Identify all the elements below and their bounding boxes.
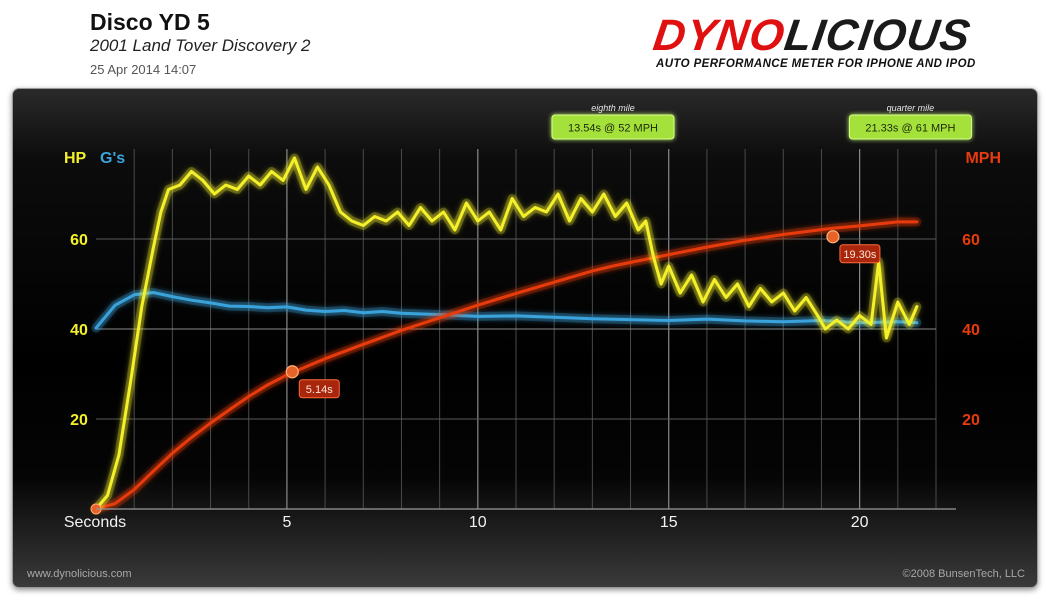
run-date: 25 Apr 2014 14:07 [90, 62, 197, 77]
y-tick-right: 60 [962, 232, 980, 249]
mph-marker-dot [285, 365, 299, 379]
y-tick-left: 20 [70, 412, 88, 429]
run-title: Disco YD 5 [90, 9, 210, 35]
series-line-mph [94, 220, 919, 511]
axes-layer: HP G's MPH 20 40 60 20 40 60 Seconds 5 10 15 20 [64, 150, 1001, 531]
mph-marker-badge [298, 379, 340, 399]
distance-value: 13.54s @ 52 MPH [568, 123, 658, 135]
y-tick-right: 40 [962, 322, 980, 339]
distance-badge [848, 114, 972, 140]
axis-label-hp: HP [64, 150, 87, 167]
distance-label: eighth mile [591, 103, 635, 113]
footer-website: www.dynolicious.com [27, 568, 132, 580]
mph-marker-dot [826, 230, 840, 244]
series-line-hp [94, 156, 919, 511]
mph-marker-label: 19.30s [843, 249, 877, 261]
y-tick-left: 60 [70, 232, 88, 249]
logo-dyno: DYNO [652, 11, 788, 60]
dynolicious-logo: DYNOLICIOUS AUTO PERFORMANCE METER FOR I… [652, 11, 976, 70]
axis-label-gs: G's [100, 150, 125, 167]
distance-lines: 13.54s @ 52 MPH eighth mile 21.33s @ 61 MP… [551, 103, 972, 509]
x-axis-label: Seconds [64, 514, 126, 531]
logo-tagline: AUTO PERFORMANCE METER FOR IPHONE AND IP… [655, 58, 976, 70]
y-tick-right: 20 [962, 412, 980, 429]
axis-label-mph: MPH [965, 150, 1001, 167]
series-layer [91, 153, 922, 514]
x-tick-label: 20 [851, 514, 869, 531]
logo-licious: LICIOUS [782, 11, 974, 60]
distance-label: quarter mile [887, 103, 935, 113]
svg-text:DYNOLICIOUS: DYNOLICIOUS [652, 11, 974, 60]
dyno-chart: 13.54s @ 52 MPH eighth mile 21.33s @ 61 MP… [64, 103, 1001, 531]
mph-marker-label: 5.14s [306, 384, 333, 396]
distance-value: 21.33s @ 61 MPH [865, 123, 955, 135]
markers-layer: 5.14s 19.30s [90, 230, 881, 515]
grid [96, 149, 937, 509]
footer-copyright: ©2008 BunsenTech, LLC [902, 568, 1025, 580]
x-tick-label: 15 [660, 514, 678, 531]
vehicle-name: 2001 Land Tover Discovery 2 [90, 36, 311, 55]
mph-marker-badge [839, 244, 881, 264]
x-tick-label: 10 [469, 514, 487, 531]
series-line-gs [94, 291, 919, 330]
distance-badge [551, 114, 675, 140]
x-tick-label: 5 [282, 514, 291, 531]
chart-panel: 13.54s @ 52 MPH eighth mile 21.33s @ 61 MP… [12, 88, 1038, 588]
y-tick-left: 40 [70, 322, 88, 339]
series-glow-mph [91, 217, 922, 514]
